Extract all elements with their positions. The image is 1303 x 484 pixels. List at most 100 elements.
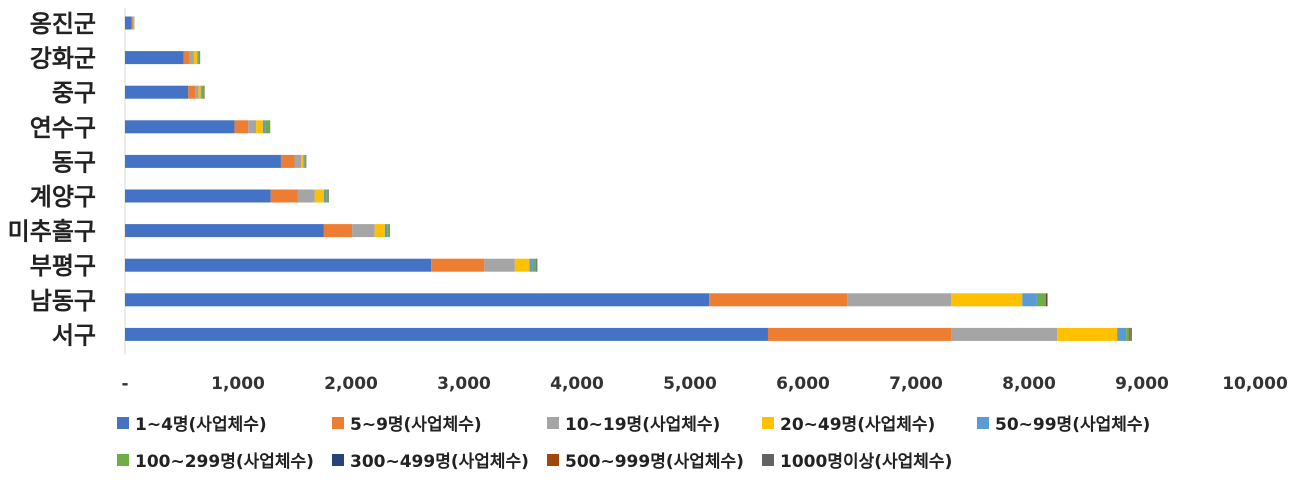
legend-item: 500~999명(사업체수) — [547, 447, 762, 472]
bar-segment — [1130, 327, 1132, 341]
legend-item: 1~4명(사업체수) — [117, 410, 332, 435]
bar-segment — [195, 85, 199, 99]
bar-segment — [132, 16, 134, 30]
bar-segment — [484, 258, 515, 272]
bar-segment — [125, 120, 235, 134]
bar-segment — [265, 120, 270, 134]
legend-row: 100~299명(사업체수) 300~499명(사업체수) 500~999명(사업체… — [117, 441, 1287, 478]
bar-segment — [1130, 327, 1131, 341]
bar-segment — [951, 327, 1058, 341]
category-label: 강화군 — [30, 45, 96, 73]
bar-segment — [314, 189, 324, 203]
bar-segment — [1129, 327, 1131, 341]
bar-segment — [294, 154, 302, 168]
bar-segment — [536, 258, 537, 272]
legend-item: 1000명이상(사업체수) — [762, 447, 977, 472]
bar-segment — [248, 120, 257, 134]
x-tick-label: 10,000 — [1222, 374, 1288, 394]
bar-segment — [197, 51, 199, 65]
bar-segment — [200, 85, 202, 99]
x-tick-label: 1,000 — [211, 374, 265, 394]
bar-segment — [125, 327, 768, 341]
bar-segment — [847, 293, 952, 307]
legend-swatch — [762, 416, 774, 429]
bar-segment — [374, 224, 385, 238]
bar-segment — [352, 224, 375, 238]
legend-swatch — [332, 416, 344, 429]
x-tick-label: 5,000 — [663, 374, 717, 394]
bar-segment — [301, 154, 304, 168]
bar-segment — [384, 224, 388, 238]
bar-segment — [532, 258, 537, 272]
legend-item: 10~19명(사업체수) — [547, 410, 762, 435]
x-tick-label: 8,000 — [1002, 374, 1056, 394]
bar-segment — [326, 189, 329, 203]
bar-segment — [323, 224, 353, 238]
bar-segment — [125, 154, 281, 168]
bar-segment — [183, 51, 190, 65]
category-label: 중구 — [52, 79, 96, 107]
x-tick-label: - — [121, 374, 128, 394]
bar-segment — [1045, 293, 1047, 307]
bar-segment — [1036, 293, 1046, 307]
bar-segment — [297, 189, 315, 203]
bar-segment — [514, 258, 530, 272]
legend-swatch — [117, 453, 129, 466]
legend-swatch — [547, 453, 559, 466]
bar-segment — [709, 293, 848, 307]
category-label: 미추홀구 — [8, 218, 96, 246]
bar-segment — [125, 258, 432, 272]
legend-label: 50~99명(사업체수) — [995, 415, 1151, 435]
bar-segment — [387, 224, 390, 238]
bar-segment — [1047, 293, 1048, 307]
bar-segment — [188, 85, 196, 99]
bar-segment — [1057, 327, 1118, 341]
legend-swatch — [762, 453, 774, 466]
bar-segment — [304, 154, 306, 168]
bar-segment — [198, 85, 201, 99]
bar-segment — [1117, 327, 1127, 341]
bar-segment — [303, 154, 305, 168]
bar-segment — [201, 85, 205, 99]
legend-swatch — [117, 416, 129, 429]
bar-segment — [125, 85, 189, 99]
bar-segment — [431, 258, 485, 272]
x-tick-label: 7,000 — [889, 374, 943, 394]
bar-segment — [323, 189, 327, 203]
legend-label: 1~4명(사업체수) — [135, 415, 267, 435]
bar-segment — [189, 51, 194, 65]
x-tick-label: 2,000 — [324, 374, 378, 394]
legend-item: 20~49명(사업체수) — [762, 410, 977, 435]
bar-segment — [133, 16, 135, 30]
bar-segment — [125, 16, 132, 30]
category-label: 동구 — [52, 148, 96, 176]
legend-swatch — [977, 416, 989, 429]
bar-segment — [125, 51, 184, 65]
x-tick-label: 6,000 — [776, 374, 830, 394]
bar-segment — [767, 327, 952, 341]
bar-segment — [1126, 327, 1130, 341]
bar-segment — [234, 120, 249, 134]
x-tick-label: 3,000 — [437, 374, 491, 394]
x-tick-label: 4,000 — [550, 374, 604, 394]
legend-swatch — [332, 453, 344, 466]
chart-legend: 1~4명(사업체수) 5~9명(사업체수) 10~19명(사업체수) 20~49명(사… — [117, 404, 1287, 478]
bar-segment — [125, 189, 271, 203]
category-label: 서구 — [52, 321, 96, 349]
bar-segment — [125, 293, 710, 307]
bar-segment — [256, 120, 263, 134]
bar-segment — [529, 258, 533, 272]
bar-segment — [193, 51, 198, 65]
legend-label: 5~9명(사업체수) — [350, 415, 482, 435]
legend-label: 20~49명(사업체수) — [780, 415, 936, 435]
legend-swatch — [547, 416, 559, 429]
legend-item: 300~499명(사업체수) — [332, 447, 547, 472]
category-label: 남동구 — [30, 287, 96, 315]
bar-segment — [270, 189, 298, 203]
legend-item: 5~9명(사업체수) — [332, 410, 547, 435]
legend-label: 1000명이상(사업체수) — [780, 452, 953, 472]
bar-segment — [280, 154, 295, 168]
legend-item: 100~299명(사업체수) — [117, 447, 332, 472]
legend-label: 100~299명(사업체수) — [135, 452, 314, 472]
bar-segment — [951, 293, 1023, 307]
